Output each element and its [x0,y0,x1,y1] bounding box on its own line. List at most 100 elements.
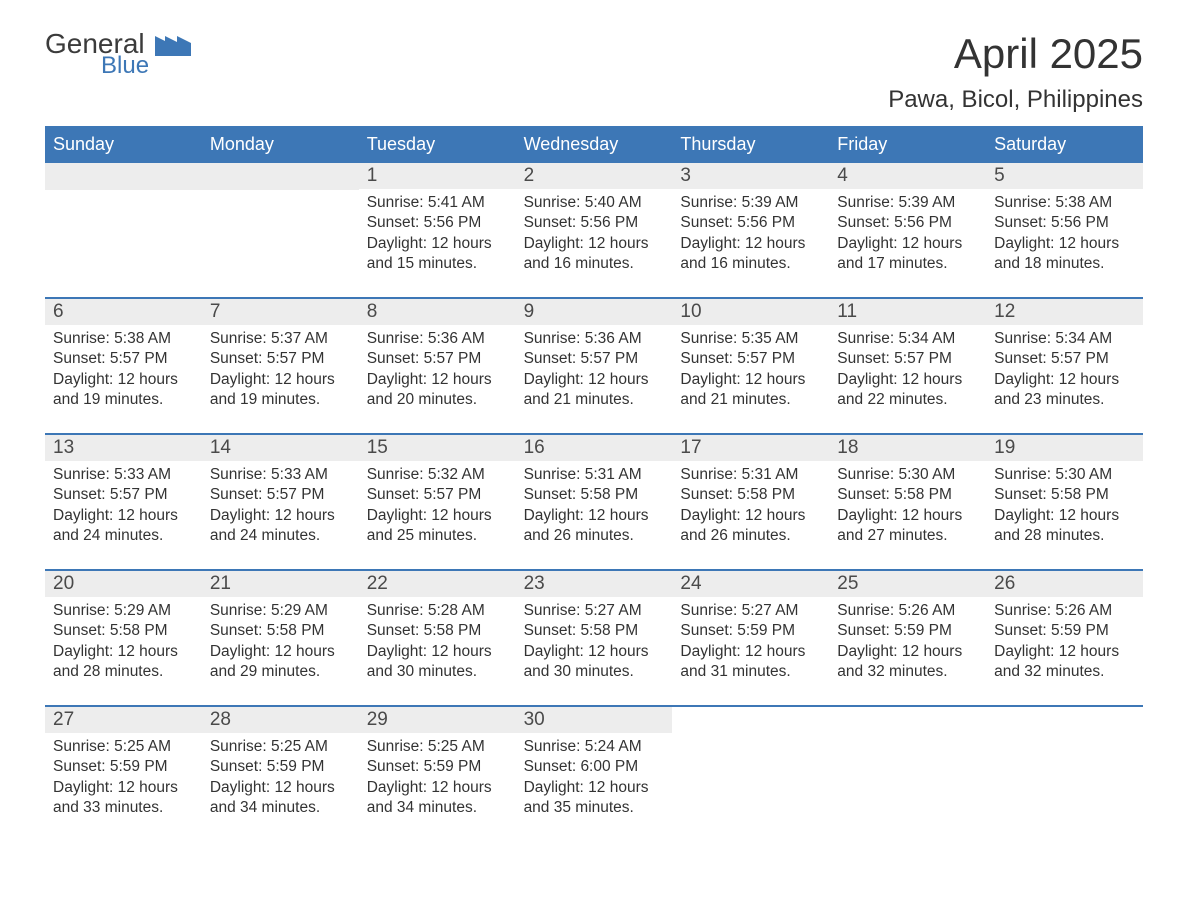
day-number: 21 [202,571,359,597]
day-cell [672,707,829,841]
sunrise-value: 5:39 AM [742,194,799,211]
daylight-line-2: and 35 minutes. [524,798,665,818]
daylight-line-2: and 16 minutes. [524,254,665,274]
sunrise-value: 5:40 AM [585,194,642,211]
daylight-line-1: Daylight: 12 hours [367,506,508,526]
sunset-prefix: Sunset: [994,486,1051,503]
sunrise-line: Sunrise: 5:39 AM [837,193,978,213]
sunset-value: 5:57 PM [267,350,325,367]
daylight-line-1: Daylight: 12 hours [53,370,194,390]
sunset-value: 5:59 PM [267,758,325,775]
day-cell: 30Sunrise: 5:24 AMSunset: 6:00 PMDayligh… [516,707,673,841]
sunset-prefix: Sunset: [367,214,424,231]
sunrise-value: 5:29 AM [114,602,171,619]
daylight-line-2: and 22 minutes. [837,390,978,410]
day-body: Sunrise: 5:38 AMSunset: 5:57 PMDaylight:… [45,325,202,421]
day-number: 11 [829,299,986,325]
sunrise-line: Sunrise: 5:30 AM [837,465,978,485]
sunset-value: 5:58 PM [1051,486,1109,503]
sunset-value: 5:56 PM [894,214,952,231]
sunrise-prefix: Sunrise: [53,602,114,619]
sunrise-value: 5:25 AM [428,738,485,755]
sunrise-value: 5:38 AM [114,330,171,347]
sunset-prefix: Sunset: [210,350,267,367]
sunrise-line: Sunrise: 5:28 AM [367,601,508,621]
sunset-line: Sunset: 5:58 PM [210,621,351,641]
daylight-line-1: Daylight: 12 hours [680,370,821,390]
day-cell: 5Sunrise: 5:38 AMSunset: 5:56 PMDaylight… [986,163,1143,297]
day-body: Sunrise: 5:25 AMSunset: 5:59 PMDaylight:… [45,733,202,829]
day-number: 14 [202,435,359,461]
day-body: Sunrise: 5:34 AMSunset: 5:57 PMDaylight:… [829,325,986,421]
day-body: Sunrise: 5:29 AMSunset: 5:58 PMDaylight:… [202,597,359,693]
day-cell: 6Sunrise: 5:38 AMSunset: 5:57 PMDaylight… [45,299,202,433]
day-cell [829,707,986,841]
day-number: 7 [202,299,359,325]
day-cell: 2Sunrise: 5:40 AMSunset: 5:56 PMDaylight… [516,163,673,297]
sunset-value: 5:56 PM [1051,214,1109,231]
sunset-line: Sunset: 5:56 PM [680,213,821,233]
day-cell: 14Sunrise: 5:33 AMSunset: 5:57 PMDayligh… [202,435,359,569]
header: General Blue April 2025 [45,30,1143,78]
daylight-line-1: Daylight: 12 hours [367,778,508,798]
sunrise-prefix: Sunrise: [53,738,114,755]
sunset-prefix: Sunset: [680,486,737,503]
sunset-prefix: Sunset: [994,622,1051,639]
sunrise-prefix: Sunrise: [367,330,428,347]
sunset-line: Sunset: 5:58 PM [367,621,508,641]
sunset-line: Sunset: 5:59 PM [53,757,194,777]
sunrise-prefix: Sunrise: [524,602,585,619]
day-cell [202,163,359,297]
sunrise-value: 5:30 AM [898,466,955,483]
daylight-line-2: and 15 minutes. [367,254,508,274]
day-cell: 26Sunrise: 5:26 AMSunset: 5:59 PMDayligh… [986,571,1143,705]
sunrise-prefix: Sunrise: [367,738,428,755]
day-body: Sunrise: 5:27 AMSunset: 5:59 PMDaylight:… [672,597,829,693]
day-number: 10 [672,299,829,325]
day-body: Sunrise: 5:35 AMSunset: 5:57 PMDaylight:… [672,325,829,421]
sunrise-prefix: Sunrise: [994,602,1055,619]
sunrise-value: 5:24 AM [585,738,642,755]
dow-cell: Monday [202,128,359,161]
sunset-prefix: Sunset: [680,350,737,367]
sunrise-prefix: Sunrise: [680,602,741,619]
day-cell: 13Sunrise: 5:33 AMSunset: 5:57 PMDayligh… [45,435,202,569]
sunset-value: 5:57 PM [267,486,325,503]
week-row: 13Sunrise: 5:33 AMSunset: 5:57 PMDayligh… [45,433,1143,569]
sunrise-prefix: Sunrise: [210,602,271,619]
daylight-line-2: and 16 minutes. [680,254,821,274]
sunrise-line: Sunrise: 5:38 AM [53,329,194,349]
day-body: Sunrise: 5:29 AMSunset: 5:58 PMDaylight:… [45,597,202,693]
daylight-line-2: and 17 minutes. [837,254,978,274]
sunrise-line: Sunrise: 5:40 AM [524,193,665,213]
sunset-prefix: Sunset: [680,622,737,639]
sunrise-line: Sunrise: 5:30 AM [994,465,1135,485]
day-body: Sunrise: 5:32 AMSunset: 5:57 PMDaylight:… [359,461,516,557]
daylight-line-2: and 23 minutes. [994,390,1135,410]
sunset-value: 5:58 PM [894,486,952,503]
daylight-line-1: Daylight: 12 hours [367,642,508,662]
sunrise-line: Sunrise: 5:24 AM [524,737,665,757]
sunrise-line: Sunrise: 5:34 AM [837,329,978,349]
sunrise-value: 5:32 AM [428,466,485,483]
daylight-line-1: Daylight: 12 hours [837,642,978,662]
sunset-value: 5:56 PM [424,214,482,231]
day-body: Sunrise: 5:39 AMSunset: 5:56 PMDaylight:… [829,189,986,285]
sunset-prefix: Sunset: [837,214,894,231]
sunrise-prefix: Sunrise: [524,738,585,755]
sunrise-prefix: Sunrise: [994,466,1055,483]
sunset-prefix: Sunset: [680,214,737,231]
sunset-line: Sunset: 5:57 PM [994,349,1135,369]
day-number-band-empty [45,163,202,190]
sunset-value: 5:59 PM [894,622,952,639]
sunrise-value: 5:28 AM [428,602,485,619]
daylight-line-1: Daylight: 12 hours [524,234,665,254]
sunset-line: Sunset: 5:57 PM [680,349,821,369]
sunrise-line: Sunrise: 5:29 AM [53,601,194,621]
sunset-prefix: Sunset: [837,350,894,367]
daylight-line-2: and 21 minutes. [524,390,665,410]
sunrise-value: 5:35 AM [742,330,799,347]
sunrise-line: Sunrise: 5:25 AM [210,737,351,757]
daylight-line-2: and 21 minutes. [680,390,821,410]
sunset-value: 5:59 PM [424,758,482,775]
